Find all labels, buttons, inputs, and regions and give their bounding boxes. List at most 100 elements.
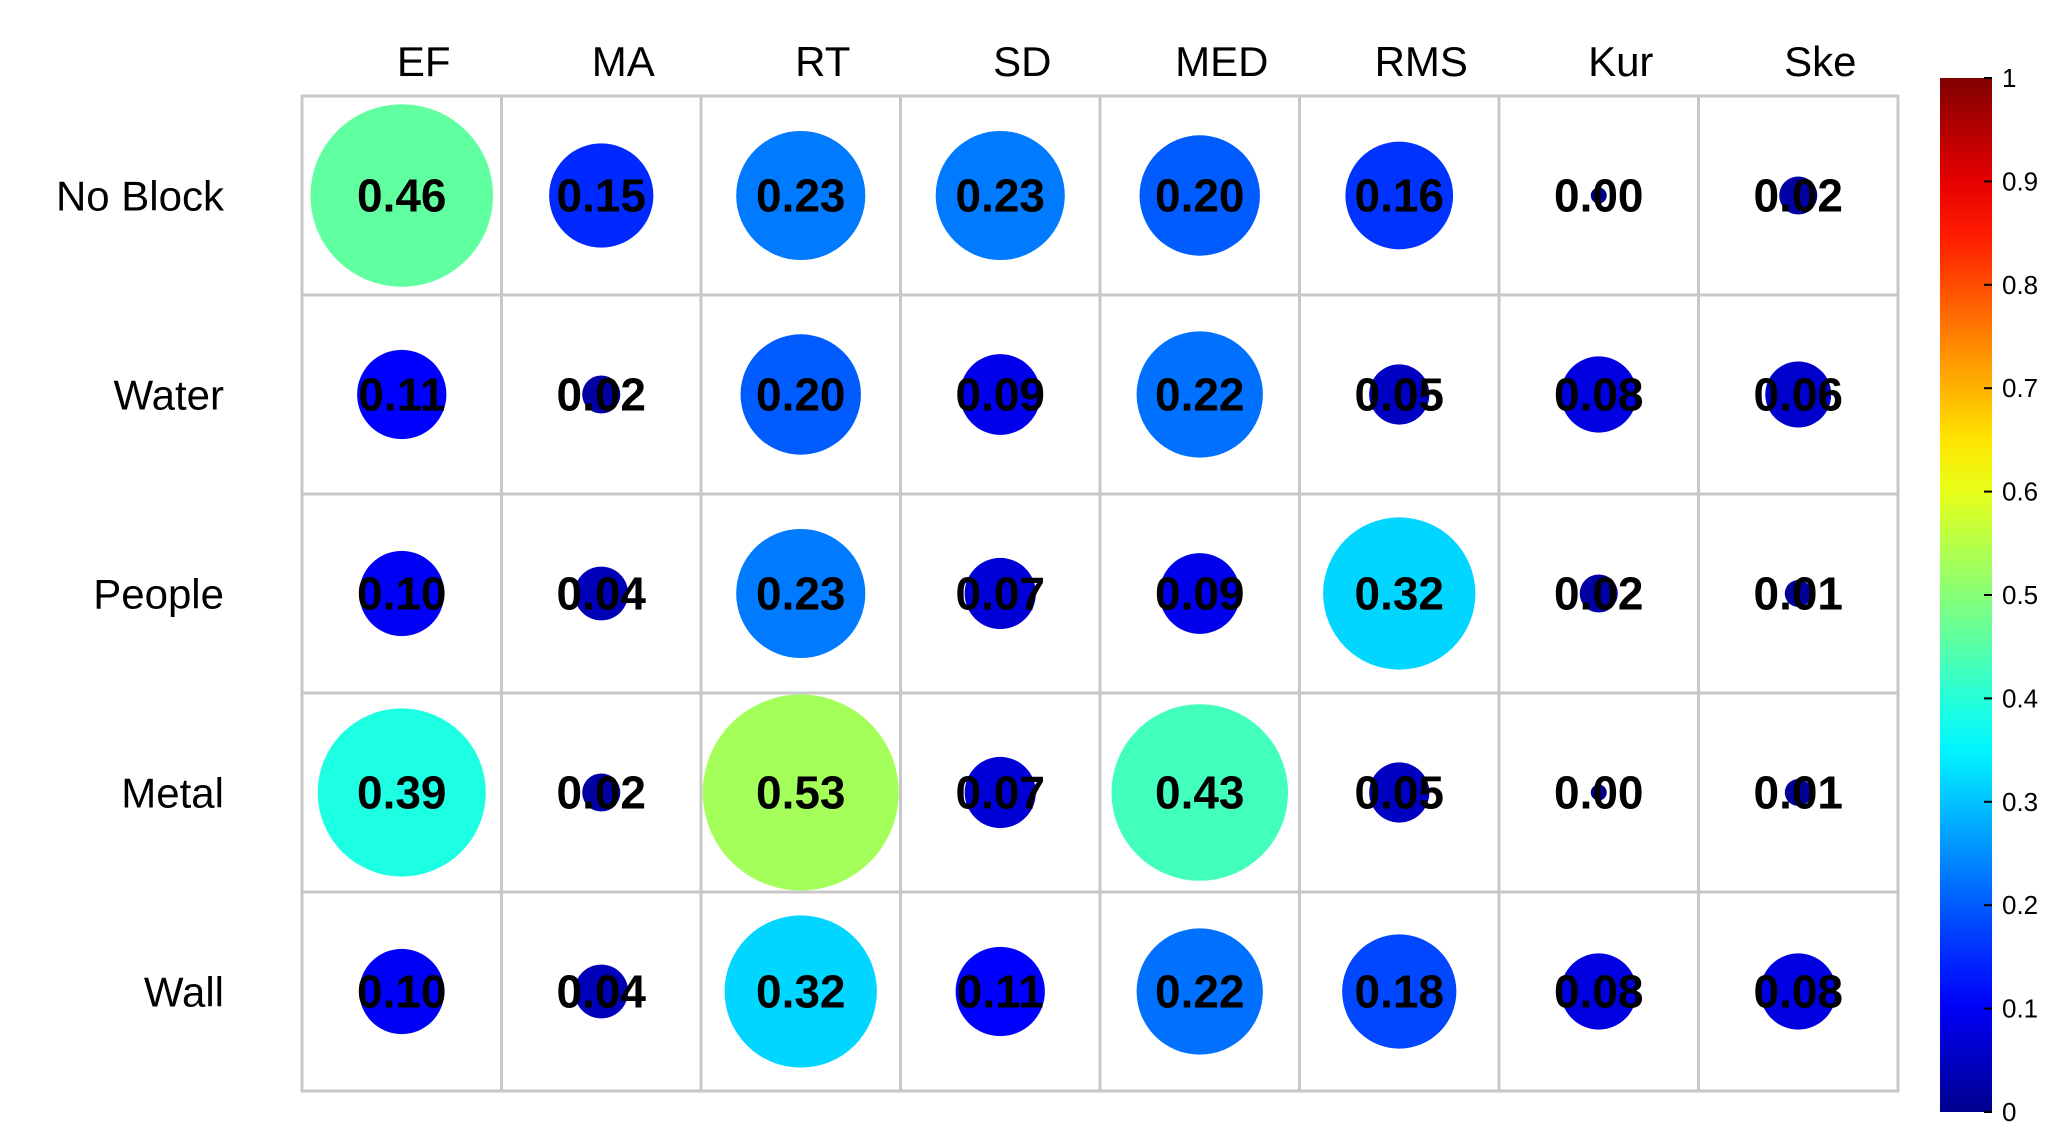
cell-value-label: 0.11 [957, 966, 1044, 1018]
cell-value-label: 0.16 [1354, 170, 1444, 222]
colorbar-tick-label: 0.2 [2002, 890, 2038, 920]
cell-value-label: 0.10 [357, 568, 447, 620]
cell-circle-wall-ma [574, 964, 629, 1019]
cell-value-label: 0.02 [1554, 568, 1644, 620]
column-label-rms: RMS [1375, 38, 1468, 85]
cell-value-label: 0.07 [955, 568, 1045, 620]
cell-circle-metal-kur [1590, 784, 1607, 801]
cell-value-label: 0.18 [1354, 966, 1444, 1018]
colorbar-tick-label: 0.3 [2002, 787, 2038, 817]
cell-value-label: 0.02 [1753, 170, 1843, 222]
cell-circle-water-rms [1369, 364, 1430, 425]
cell-circle-water-ma [582, 375, 621, 414]
cell-value-label: 0.08 [1554, 369, 1644, 421]
cell-value-label: 0.15 [556, 170, 646, 222]
cell-circle-no-block-ef [310, 104, 494, 287]
cell-circle-people-kur [1579, 574, 1618, 613]
cell-value-label: 0.05 [1354, 767, 1444, 819]
heatmap-grid [300, 94, 1900, 1093]
cell-circle-no-block-rt [736, 130, 866, 261]
cell-value-label: 0.00 [1554, 767, 1644, 819]
cell-value-label: 0.46 [357, 170, 447, 222]
cell-circle-metal-rt [702, 694, 899, 891]
cell-circle-water-ske [1765, 361, 1832, 428]
colorbar-tick-label: 1 [2002, 63, 2016, 93]
cell-circle-people-rt [736, 528, 866, 659]
cell-value-label: 0.05 [1354, 369, 1444, 421]
cell-value-label: 0.53 [756, 767, 846, 819]
row-label-people: People [93, 571, 224, 618]
colorbar-tick-label: 0 [2002, 1097, 2016, 1127]
cell-circle-wall-ske [1760, 953, 1837, 1030]
cell-circle-metal-ef [317, 708, 486, 877]
colorbar-tick-label: 0.4 [2002, 683, 2038, 713]
cell-value-label: 0.08 [1554, 966, 1644, 1018]
row-labels: No Block Water People Metal Wall [56, 173, 225, 1016]
cell-value-label: 0.22 [1155, 966, 1245, 1018]
column-label-rt: RT [795, 38, 850, 85]
cell-circle-water-rt [740, 334, 861, 455]
column-label-sd: SD [993, 38, 1051, 85]
cell-value-label: 0.32 [756, 966, 846, 1018]
cell-value-label: 0.01 [1753, 767, 1843, 819]
cell-value-label: 0.23 [955, 170, 1045, 222]
row-label-water: Water [114, 372, 224, 419]
cell-value-label: 0.10 [357, 966, 447, 1018]
cell-circle-metal-med [1111, 704, 1289, 881]
cell-value-label: 0.39 [357, 767, 447, 819]
colorbar-gradient [1940, 78, 1992, 1112]
cell-value-label: 0.07 [955, 767, 1045, 819]
colorbar-tick-label: 0.8 [2002, 270, 2038, 300]
cell-circle-water-kur [1560, 356, 1637, 433]
cell-circle-metal-ma [582, 773, 621, 812]
cell-circle-wall-ef [359, 948, 445, 1035]
colorbar-tick-label: 0.9 [2002, 166, 2038, 196]
cell-circle-people-ma [574, 566, 629, 621]
cell-circle-water-med [1136, 331, 1263, 458]
cell-circle-water-ef [357, 349, 447, 440]
colorbar-tick-label: 0.6 [2002, 477, 2038, 507]
heatmap-circles [310, 104, 1837, 1068]
colorbar: 0 0.1 0.2 0.3 0.4 0.5 0.6 0.7 0.8 0.9 1 [1940, 63, 2038, 1127]
row-label-wall: Wall [144, 969, 224, 1016]
cell-value-label: 0.04 [556, 966, 646, 1018]
cell-circle-wall-kur [1560, 953, 1637, 1030]
row-label-metal: Metal [121, 770, 224, 817]
row-label-no-block: No Block [56, 173, 225, 220]
column-label-med: MED [1175, 38, 1268, 85]
cell-value-label: 0.11 [358, 369, 445, 421]
heatmap-value-labels: 0.46 0.15 0.23 0.23 0.20 0.16 0.00 0.02 0.11 0.02… [357, 170, 1843, 1018]
cell-circle-no-block-med [1139, 135, 1260, 256]
cell-circle-people-ske [1784, 580, 1812, 607]
cell-circle-no-block-sd [935, 130, 1065, 261]
cell-value-label: 0.23 [756, 568, 846, 620]
cell-value-label: 0.02 [556, 767, 646, 819]
colorbar-tick-label: 0.7 [2002, 373, 2038, 403]
cell-circle-wall-sd [955, 946, 1045, 1037]
cell-value-label: 0.01 [1753, 568, 1843, 620]
cell-value-label: 0.43 [1155, 767, 1245, 819]
cell-circle-no-block-kur [1590, 187, 1607, 204]
cell-circle-wall-rt [724, 915, 877, 1068]
cell-circle-people-sd [964, 557, 1036, 630]
cell-value-label: 0.20 [756, 369, 846, 421]
cell-circle-metal-sd [964, 756, 1036, 829]
colorbar-tick-label: 0.5 [2002, 580, 2038, 610]
colorbar-tick-label: 0.1 [2002, 994, 2038, 1024]
column-label-kur: Kur [1588, 38, 1653, 85]
cell-value-label: 0.08 [1753, 966, 1843, 1018]
cell-circle-no-block-ske [1779, 176, 1818, 215]
cell-value-label: 0.32 [1354, 568, 1444, 620]
cell-value-label: 0.20 [1155, 170, 1245, 222]
column-labels: EF MA RT SD MED RMS Kur Ske [397, 38, 1857, 85]
cell-value-label: 0.02 [556, 369, 646, 421]
column-label-ske: Ske [1784, 38, 1856, 85]
cell-circle-water-sd [959, 354, 1041, 435]
cell-value-label: 0.22 [1155, 369, 1245, 421]
cell-circle-metal-rms [1369, 762, 1430, 823]
column-label-ef: EF [397, 38, 451, 85]
cell-circle-people-rms [1323, 517, 1476, 670]
cell-value-label: 0.09 [955, 369, 1045, 421]
cell-value-label: 0.04 [556, 568, 646, 620]
